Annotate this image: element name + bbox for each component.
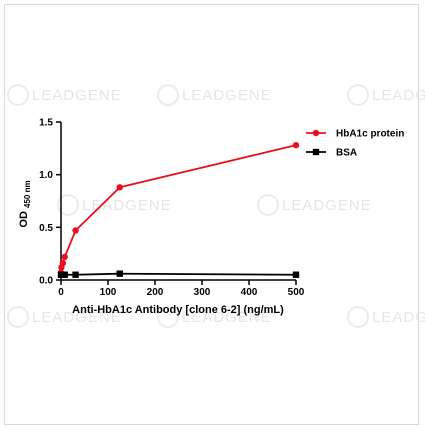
watermark-text: LEADGENE [82, 197, 172, 214]
series-layer [57, 141, 300, 278]
x-tick-label: 300 [194, 287, 211, 298]
watermark-text: LEADGENE [182, 87, 272, 104]
watermark-2: LEADGENE [347, 84, 425, 106]
y-tick-label: 0.0 [39, 276, 53, 287]
data-point [292, 271, 300, 278]
svg-text:OD 450 nm: OD 450 nm [18, 180, 32, 227]
watermark-text: LEADGENE [32, 87, 122, 104]
legend-marker [312, 148, 320, 156]
x-axis-ticks: 0 100 200 300 400 500 [58, 280, 305, 298]
watermark-logo-icon [257, 194, 279, 216]
watermark-logo-icon [7, 306, 29, 328]
y-tick-label: 1.0 [39, 170, 53, 181]
legend: HbA1c protein BSA [306, 129, 404, 159]
watermark-6: LEADGENE [157, 306, 272, 328]
watermark-logo-icon [157, 84, 179, 106]
x-tick-label: 200 [147, 287, 164, 298]
data-point [116, 270, 123, 277]
watermark-7: LEADGENE [347, 306, 425, 328]
x-tick-label: 0 [58, 287, 64, 298]
x-axis-label: Anti-HbA1c Antibody [clone 6-2] (ng/mL) [72, 304, 284, 316]
watermark-text: LEADGENE [372, 309, 425, 326]
data-point [72, 227, 79, 234]
legend-label: BSA [336, 148, 357, 159]
x-tick-label: 100 [100, 287, 117, 298]
y-axis-label-sub: 450 nm [23, 180, 32, 208]
data-point [292, 141, 300, 149]
data-point [61, 253, 68, 261]
watermark-logo-icon [347, 84, 369, 106]
watermark-text: LEADGENE [182, 309, 272, 326]
y-axis-label: OD 450 nm [18, 180, 32, 227]
legend-label: HbA1c protein [336, 129, 404, 140]
legend-entry-0: HbA1c protein [306, 129, 404, 140]
data-point [72, 271, 79, 278]
watermark-logo-icon [157, 306, 179, 328]
watermark-text: LEADGENE [372, 87, 425, 104]
y-axis-ticks: 0.0 0.5 1.0 1.5 [39, 118, 61, 287]
watermark-text: LEADGENE [32, 309, 122, 326]
legend-entry-1: BSA [306, 148, 357, 159]
data-point [116, 184, 123, 191]
y-tick-label: 1.5 [39, 118, 53, 129]
watermark-logo-icon [347, 306, 369, 328]
watermark-logo-icon [7, 84, 29, 106]
data-point [59, 259, 67, 267]
watermark-1: LEADGENE [157, 84, 272, 106]
watermark-3: LEADGENE [57, 194, 172, 216]
x-tick-label: 500 [288, 287, 305, 298]
x-tick-label: 400 [241, 287, 258, 298]
series-1 [57, 270, 300, 278]
watermark-5: LEADGENE [7, 306, 122, 328]
legend-marker [312, 129, 320, 137]
data-point [61, 271, 68, 278]
watermark-4: LEADGENE [257, 194, 372, 216]
y-tick-label: 0.5 [39, 223, 53, 234]
watermark-layer: LEADGENE LEADGENE LEADGENE LEADGENE LEADGENE… [7, 84, 425, 328]
y-axis-label-main: OD [18, 211, 30, 228]
watermark-0: LEADGENE [7, 84, 122, 106]
watermark-logo-icon [57, 194, 79, 216]
series-line [61, 272, 297, 276]
watermark-text: LEADGENE [282, 197, 372, 214]
